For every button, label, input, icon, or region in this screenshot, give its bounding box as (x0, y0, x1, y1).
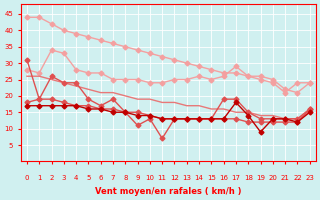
X-axis label: Vent moyen/en rafales ( km/h ): Vent moyen/en rafales ( km/h ) (95, 187, 242, 196)
